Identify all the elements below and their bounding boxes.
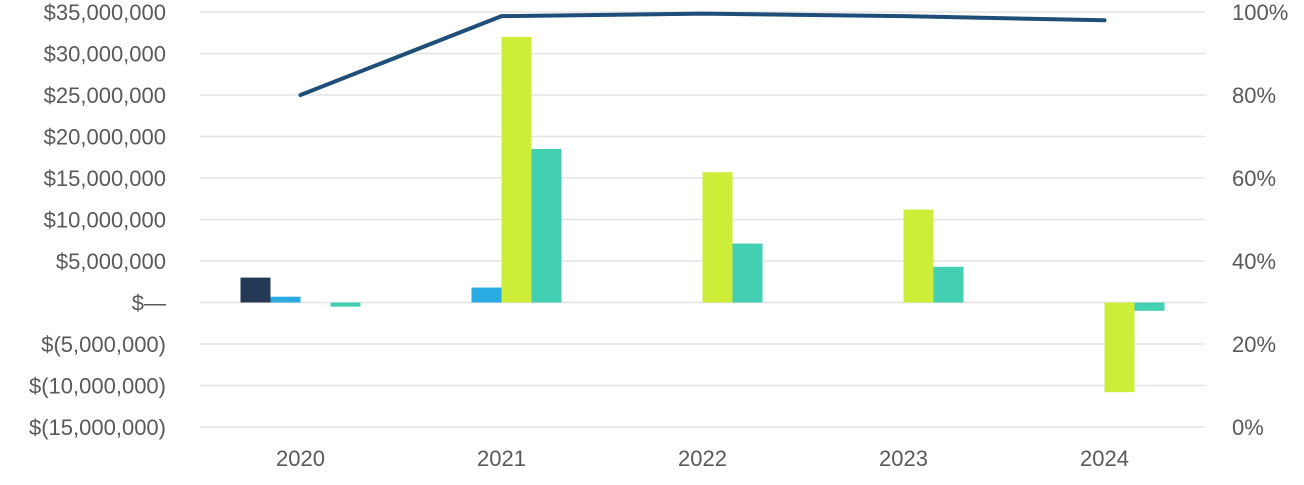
y-left-tick-label: $(15,000,000) xyxy=(29,415,166,440)
y-left-tick-label: $15,000,000 xyxy=(44,166,166,191)
bar xyxy=(1134,302,1165,311)
bar xyxy=(732,243,763,303)
left-axis: $35,000,000 $30,000,000 $25,000,000 $20,000… xyxy=(29,0,166,440)
bars xyxy=(240,36,1165,393)
y-right-tick-label: 0% xyxy=(1232,415,1264,440)
line-series xyxy=(298,11,1107,97)
y-right-tick-label: 80% xyxy=(1232,83,1276,108)
bar xyxy=(933,266,964,303)
right-axis: 100% 80% 60% 40% 20% 0% xyxy=(1232,0,1288,440)
y-left-tick-label: $20,000,000 xyxy=(44,125,166,150)
bar xyxy=(531,148,562,303)
bar xyxy=(501,36,532,303)
x-tick-label: 2022 xyxy=(678,446,727,471)
x-tick-label: 2021 xyxy=(477,446,526,471)
y-left-tick-label: $10,000,000 xyxy=(44,208,166,233)
x-tick-label: 2023 xyxy=(879,446,928,471)
bar xyxy=(330,302,361,307)
bar xyxy=(270,296,301,303)
y-right-tick-label: 60% xyxy=(1232,166,1276,191)
y-left-tick-label: $30,000,000 xyxy=(44,42,166,67)
x-tick-label: 2024 xyxy=(1080,446,1129,471)
bar xyxy=(1104,302,1135,393)
y-right-tick-label: 100% xyxy=(1232,0,1288,25)
y-right-tick-label: 40% xyxy=(1232,249,1276,274)
bar xyxy=(702,172,733,303)
y-left-tick-label: $25,000,000 xyxy=(44,83,166,108)
bar xyxy=(903,209,934,303)
y-right-tick-label: 20% xyxy=(1232,332,1276,357)
bar xyxy=(240,277,271,303)
x-axis: 2020 2021 2022 2023 2024 xyxy=(276,446,1129,471)
y-left-tick-label: $— xyxy=(132,291,166,316)
x-tick-label: 2020 xyxy=(276,446,325,471)
y-left-tick-label: $(10,000,000) xyxy=(29,374,166,399)
y-left-tick-label: $35,000,000 xyxy=(44,0,166,25)
bar xyxy=(471,287,502,303)
line-series-path xyxy=(298,11,1107,97)
y-left-tick-label: $5,000,000 xyxy=(56,249,166,274)
y-left-tick-label: $(5,000,000) xyxy=(41,332,166,357)
